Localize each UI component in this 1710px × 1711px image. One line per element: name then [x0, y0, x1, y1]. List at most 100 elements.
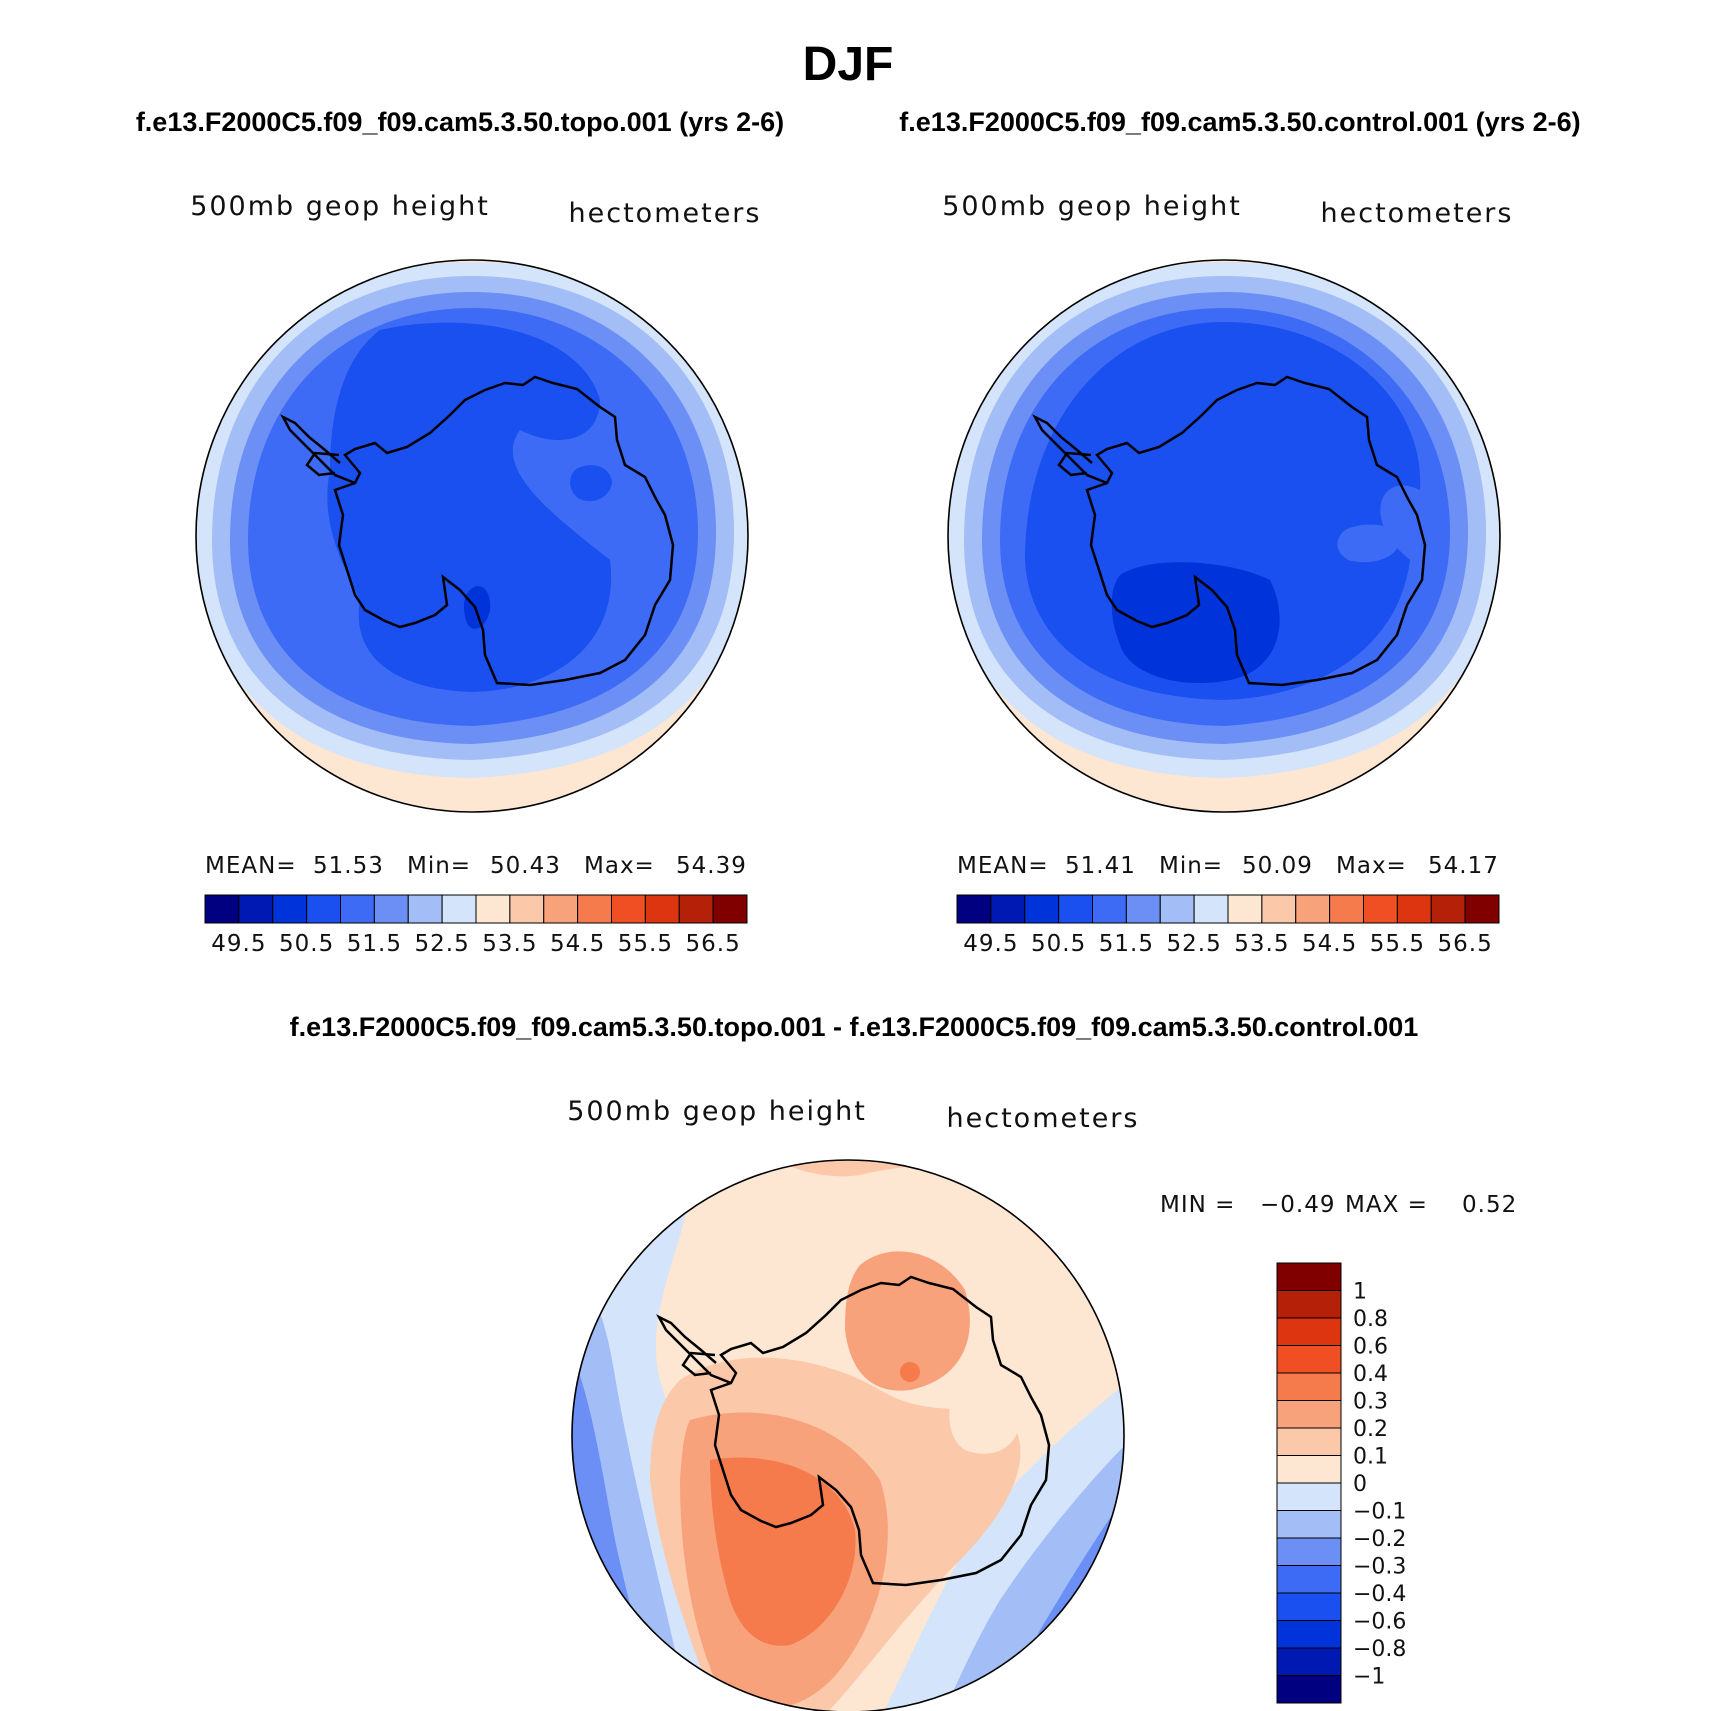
diff-units: hectometers [947, 1103, 1140, 1134]
diff-colorbar-swatch [1276, 1592, 1342, 1621]
panel-a-variable: 500mb geop height [190, 191, 490, 222]
diff-colorbar-swatch [1276, 1290, 1342, 1319]
colorbar-swatch [509, 894, 545, 924]
panel-b-min-value: 50.09 [1242, 853, 1313, 879]
diff-colorbar-swatch [1276, 1537, 1342, 1566]
panel-b-colorbar: 49.5 50.5 51.5 52.5 53.5 54.5 55.5 56.5 [956, 894, 1500, 957]
panel-b-mean-value: 51.41 [1065, 853, 1136, 879]
colorbar-swatch [577, 894, 612, 924]
diff-colorbar-swatch [1276, 1262, 1342, 1291]
colorbar-swatch [204, 894, 240, 924]
diff-colorbar-label: −0.6 [1353, 1610, 1406, 1635]
colorbar-swatch [1058, 894, 1093, 924]
colorbar-tick-label: 53.5 [1234, 931, 1289, 957]
colorbar-swatch [272, 894, 308, 924]
colorbar-swatch [543, 894, 579, 924]
diff-min-value: −0.49 [1260, 1192, 1335, 1218]
panel-a-max-value: 54.39 [676, 853, 747, 879]
diff-colorbar-swatch [1276, 1675, 1342, 1704]
diff-colorbar-label: 0.8 [1353, 1307, 1388, 1332]
colorbar-swatch [712, 894, 748, 924]
diff-map [572, 1160, 1124, 1711]
colorbar-swatch [1125, 894, 1161, 924]
diff-min-label: MIN = [1160, 1192, 1235, 1218]
colorbar-tick-label: 55.5 [618, 931, 673, 957]
colorbar-swatch [1363, 894, 1398, 924]
diff-colorbar-label: −1 [1353, 1665, 1385, 1690]
panel-a-mean-value: 51.53 [313, 853, 384, 879]
panel-a-min-label: Min= [407, 853, 471, 879]
colorbar-tick-label: 54.5 [550, 931, 605, 957]
colorbar-tick-label: 50.5 [279, 931, 334, 957]
panel-a-max-label: Max= [584, 853, 655, 879]
colorbar-tick-label: 52.5 [1167, 931, 1222, 957]
colorbar-tick-label: 56.5 [686, 931, 741, 957]
colorbar-swatch [1295, 894, 1331, 924]
colorbar-tick-label: 51.5 [347, 931, 402, 957]
colorbar-tick-label: 50.5 [1031, 931, 1086, 957]
diff-colorbar-swatch [1276, 1427, 1342, 1456]
diff-colorbar-label: 1 [1353, 1280, 1367, 1305]
panel-b-min-label: Min= [1159, 853, 1223, 879]
panel-a-colorbar: 49.5 50.5 51.5 52.5 53.5 54.5 55.5 56.5 [204, 894, 748, 957]
diff-colorbar-label: −0.2 [1353, 1527, 1406, 1552]
panel-b-max-label: Max= [1336, 853, 1407, 879]
diff-colorbar-swatch [1276, 1400, 1342, 1429]
colorbar-tick-label: 56.5 [1438, 931, 1493, 957]
colorbar-swatch [1430, 894, 1466, 924]
colorbar-tick-label: 52.5 [415, 931, 470, 957]
colorbar-swatch [441, 894, 477, 924]
diff-panel: f.e13.F2000C5.f09_f09.cam5.3.50.topo.001… [290, 1012, 1517, 1711]
panel-b-map [948, 260, 1500, 812]
panel-a-map [196, 260, 748, 812]
diff-max-value: 0.52 [1462, 1192, 1517, 1218]
colorbar-swatch [306, 894, 341, 924]
colorbar-swatch [678, 894, 714, 924]
panel-a-units: hectometers [569, 198, 762, 229]
panel-a-stats: MEAN= 51.53 Min= 50.43 Max= 54.39 [205, 853, 747, 879]
colorbar-swatch [407, 894, 443, 924]
colorbar-swatch [1227, 894, 1263, 924]
diff-colorbar-label: −0.1 [1353, 1500, 1406, 1525]
diff-max-label: MAX = [1345, 1192, 1428, 1218]
panel-b-max-value: 54.17 [1428, 853, 1499, 879]
diff-colorbar-swatch [1276, 1565, 1342, 1594]
colorbar-swatch [373, 894, 409, 924]
diff-case-title: f.e13.F2000C5.f09_f09.cam5.3.50.topo.001… [290, 1012, 1419, 1042]
panel-a: 500mb geop height hectometers MEAN= 51.5… [190, 191, 762, 957]
colorbar-swatch [1396, 894, 1432, 924]
colorbar-swatch [956, 894, 992, 924]
panel-a-min-value: 50.43 [490, 853, 561, 879]
diff-colorbar-label: 0 [1353, 1472, 1367, 1497]
colorbar-tick-label: 49.5 [211, 931, 266, 957]
colorbar-tick-label: 55.5 [1370, 931, 1425, 957]
colorbar-swatch [1024, 894, 1060, 924]
diff-colorbar-label: −0.4 [1353, 1582, 1406, 1607]
diff-colorbar-label: 0.1 [1353, 1445, 1388, 1470]
colorbar-swatch [1193, 894, 1229, 924]
panel-b: 500mb geop height hectometers MEAN= 51.4… [942, 191, 1514, 957]
colorbar-tick-label: 49.5 [963, 931, 1018, 957]
colorbar-swatch [990, 894, 1026, 924]
panel-b-variable: 500mb geop height [942, 191, 1242, 222]
diff-colorbar-swatch [1276, 1372, 1342, 1401]
panel-b-units: hectometers [1321, 198, 1514, 229]
colorbar-swatch [475, 894, 511, 924]
diff-colorbar: 10.8 0.60.4 0.30.2 0.10 −0.1−0.2 −0.3−0.4 −0.6… [1276, 1262, 1406, 1704]
panel-a-mean-label: MEAN= [205, 853, 297, 879]
panel-b-case-title: f.e13.F2000C5.f09_f09.cam5.3.50.control.… [899, 107, 1580, 137]
diff-colorbar-label: 0.6 [1353, 1335, 1388, 1360]
panel-b-mean-label: MEAN= [957, 853, 1049, 879]
diff-colorbar-swatch [1276, 1647, 1342, 1676]
panel-a-case-title: f.e13.F2000C5.f09_f09.cam5.3.50.topo.001… [136, 107, 784, 137]
diff-colorbar-label: −0.3 [1353, 1555, 1406, 1580]
diff-variable: 500mb geop height [567, 1096, 867, 1127]
diff-colorbar-swatch [1276, 1317, 1342, 1346]
diff-colorbar-label: −0.8 [1353, 1637, 1406, 1662]
panel-b-stats: MEAN= 51.41 Min= 50.09 Max= 54.17 [957, 853, 1499, 879]
diff-colorbar-swatch [1276, 1482, 1342, 1511]
colorbar-swatch [238, 894, 274, 924]
diff-colorbar-label: 0.2 [1353, 1417, 1388, 1442]
colorbar-tick-label: 53.5 [482, 931, 537, 957]
